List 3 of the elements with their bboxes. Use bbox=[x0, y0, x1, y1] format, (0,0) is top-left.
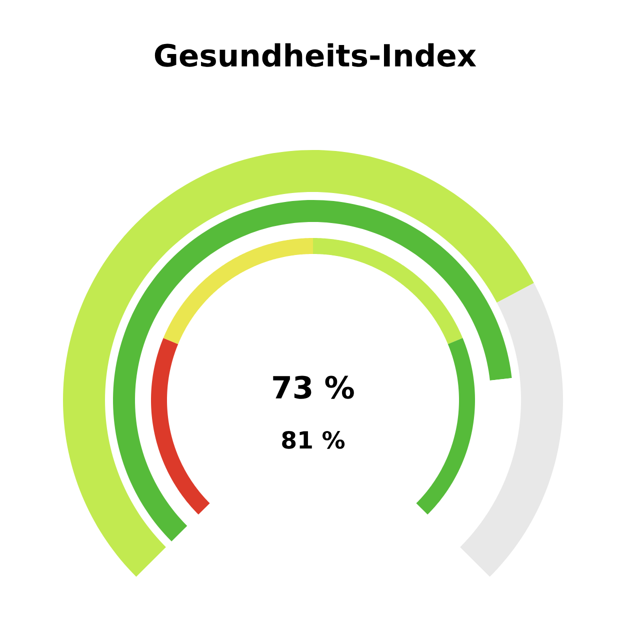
text: 73 % bbox=[273, 376, 354, 399]
text: 81 % bbox=[282, 430, 345, 449]
chart-title: Gesundheits-Index bbox=[154, 43, 476, 67]
